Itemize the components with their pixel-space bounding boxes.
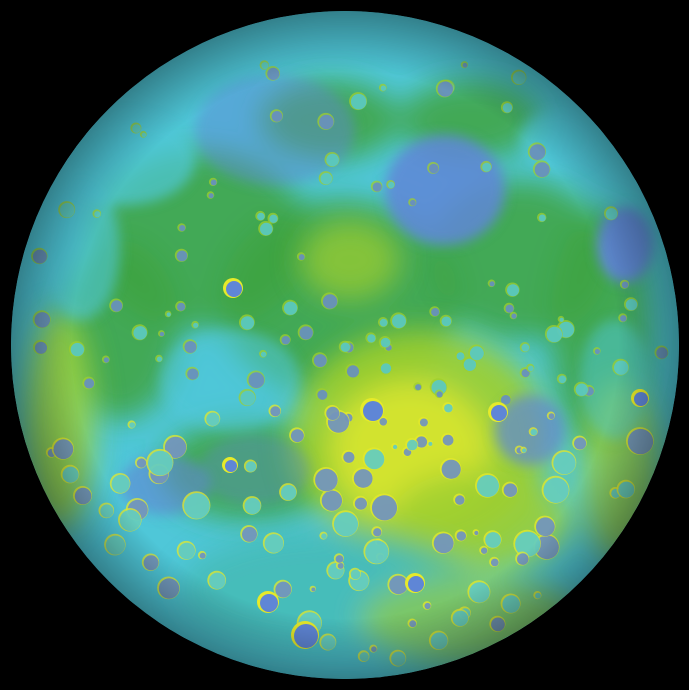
limb-shading [11,11,679,679]
terrain-layer [11,11,679,679]
